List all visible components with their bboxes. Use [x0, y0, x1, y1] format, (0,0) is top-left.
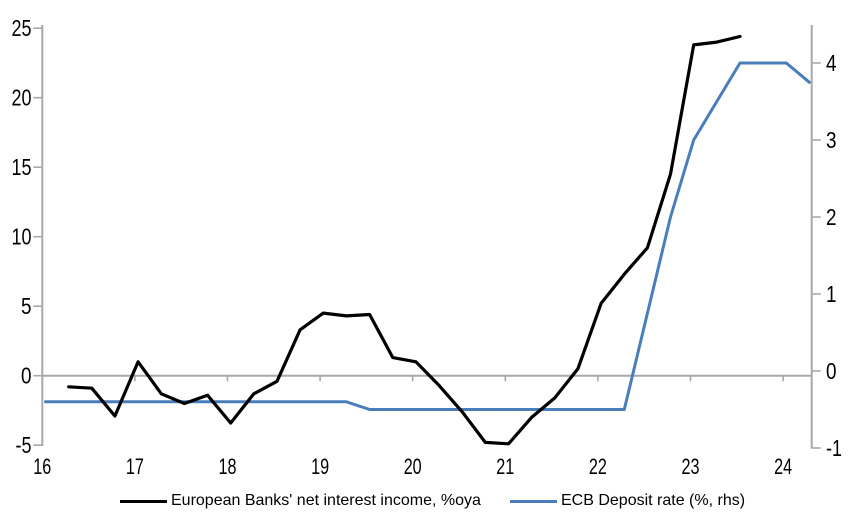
- deposit-rate-line-swatch: [510, 499, 557, 503]
- deposit-rate-legend-label: ECB Deposit rate (%, rhs): [561, 492, 746, 509]
- nii-legend-label: European Banks' net interest income, %oy…: [171, 492, 481, 509]
- x-axis-tick-label: 22: [589, 454, 607, 479]
- right-axis-tick-label: 2: [826, 204, 837, 230]
- left-axis-tick-label: 5: [21, 293, 32, 319]
- x-axis-tick-label: 20: [404, 454, 422, 479]
- x-axis-tick-label: 23: [682, 454, 700, 479]
- left-axis-tick-label: -5: [16, 432, 32, 458]
- x-axis-tick-label: 17: [126, 454, 144, 479]
- left-axis-tick-label: 0: [21, 363, 32, 389]
- left-axis-tick-label: 10: [12, 224, 32, 250]
- deposit-rate-line: [44, 61, 811, 411]
- left-axis-tick-label: 20: [12, 85, 32, 111]
- x-axis-tick-label: 18: [219, 454, 237, 479]
- x-axis-tick-label: 16: [33, 454, 51, 479]
- nii-line: [67, 34, 742, 446]
- right-axis-tick-label: 1: [826, 281, 837, 307]
- left-axis-tick-label: 25: [12, 15, 32, 41]
- left-axis-tick-label: 15: [12, 154, 32, 180]
- right-axis-tick-label: 0: [826, 358, 837, 384]
- x-axis-tick-label: 19: [311, 454, 329, 479]
- right-axis-tick-label: -1: [826, 435, 842, 461]
- legend-item-nii: European Banks' net interest income, %oy…: [120, 493, 481, 509]
- nii-line-swatch: [120, 499, 167, 503]
- legend-item-deposit-rate: ECB Deposit rate (%, rhs): [510, 493, 745, 509]
- x-axis-tick-label: 24: [774, 454, 792, 479]
- x-axis-tick-label: 21: [496, 454, 514, 479]
- right-axis-tick-label: 3: [826, 127, 837, 153]
- right-axis-tick-label: 4: [826, 50, 837, 76]
